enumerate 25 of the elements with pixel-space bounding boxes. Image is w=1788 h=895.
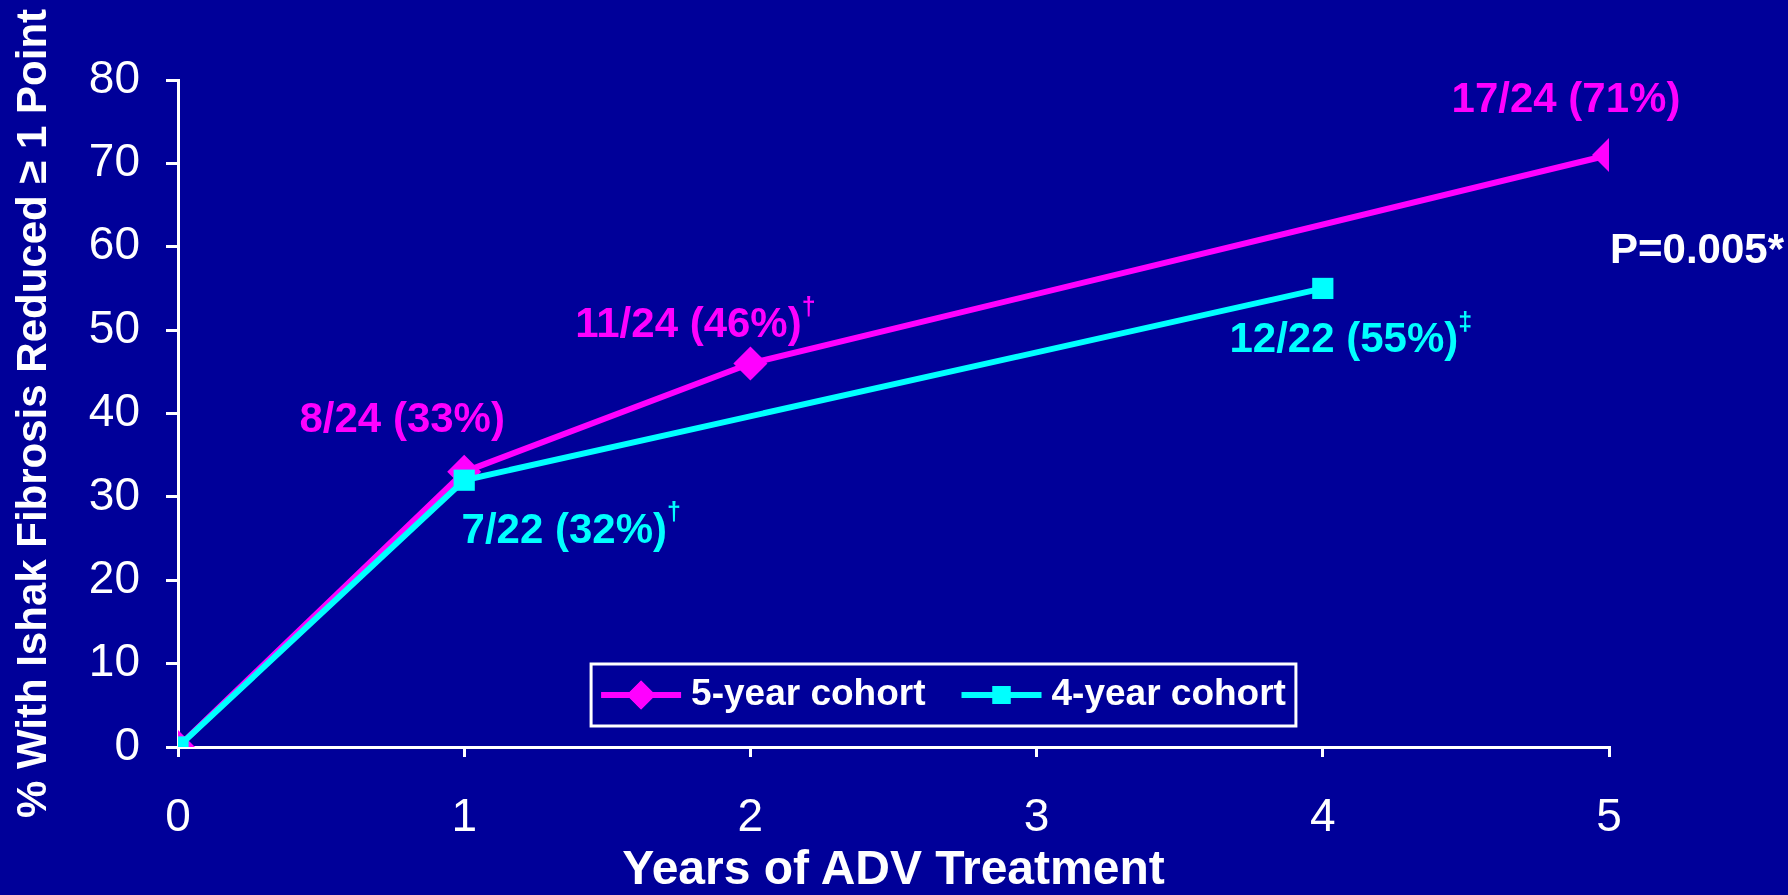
- y-axis-title: % With Ishak Fibrosis Reduced ≥ 1 Point: [7, 8, 55, 819]
- y-tick-label: 40: [88, 384, 140, 437]
- y-tick-label: 80: [88, 50, 140, 103]
- y-tick-label: 70: [88, 134, 140, 187]
- x-tick-label: 5: [1596, 789, 1622, 842]
- y-tick-label: 50: [88, 300, 140, 353]
- x-axis-title: Years of ADV Treatment: [622, 841, 1165, 895]
- annotation: 8/24 (33%): [299, 394, 505, 442]
- y-tick-label: 20: [88, 550, 140, 603]
- annotation: 7/22 (32%)†: [461, 497, 681, 552]
- x-tick-label: 2: [737, 789, 764, 842]
- x-tick-label: 0: [165, 789, 191, 842]
- x-tick-label: 1: [451, 789, 477, 842]
- annotation: 11/24 (46%)†: [575, 291, 816, 347]
- y-tick-label: 60: [88, 217, 140, 270]
- legend-label: 4-year cohort: [1051, 672, 1286, 714]
- annotation: 17/24 (71%): [1451, 73, 1681, 121]
- y-tick-label: 30: [88, 467, 140, 520]
- x-tick-label: 3: [1023, 789, 1050, 842]
- annotation: 12/22 (55%)‡: [1229, 306, 1473, 362]
- y-tick-label: 10: [88, 634, 140, 687]
- text: P=0.005*: [1610, 224, 1785, 272]
- x-tick-label: 4: [1310, 789, 1336, 842]
- y-tick-label: 0: [114, 717, 140, 770]
- legend-label: 5-year cohort: [691, 672, 926, 714]
